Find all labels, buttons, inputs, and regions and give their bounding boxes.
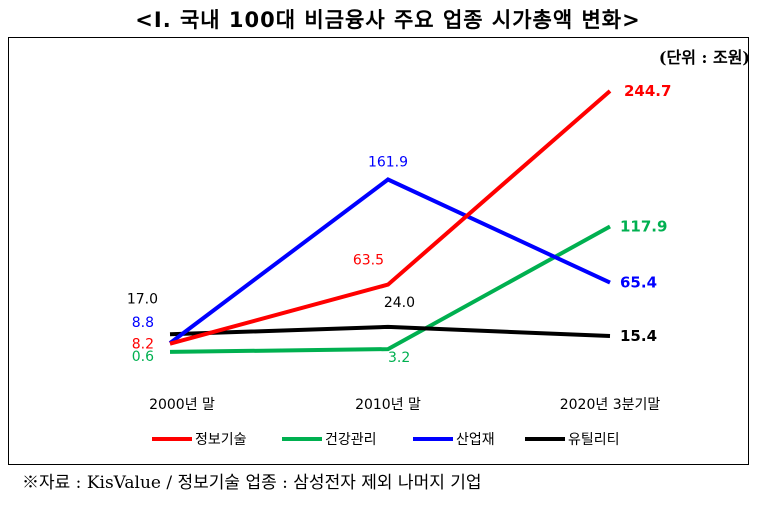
data-label-s1-p2: 63.5 bbox=[353, 253, 384, 269]
data-label-s3-p1: 8.8 bbox=[132, 315, 154, 331]
legend-label-3: 산업재 bbox=[456, 432, 495, 448]
legend: 정보기술 건강관리 산업재 유틸리티 bbox=[152, 432, 620, 448]
x-axis-labels: 2000년 말 2010년 말 2020년 3분기말 bbox=[149, 397, 660, 413]
x-tick-label-3: 2020년 3분기말 bbox=[560, 397, 661, 413]
data-label-s2-p1: 0.6 bbox=[132, 349, 154, 365]
x-tick-label-1: 2000년 말 bbox=[149, 397, 215, 413]
series-line-3 bbox=[168, 177, 611, 345]
series-line-2 bbox=[169, 224, 611, 354]
data-label-s4-p1: 17.0 bbox=[127, 291, 158, 307]
series-line-1 bbox=[169, 89, 612, 346]
data-label-s1-p1: 8.2 bbox=[132, 337, 154, 353]
legend-label-2: 건강관리 bbox=[325, 432, 377, 448]
data-labels: 8.2 63.5 244.7 0.6 3.2 117.9 8.8 161.9 65.4 17.0 2… bbox=[127, 82, 672, 366]
data-label-s4-p3: 15.4 bbox=[620, 327, 657, 345]
data-label-s3-p3: 65.4 bbox=[620, 274, 657, 292]
data-label-s1-p3: 244.7 bbox=[624, 82, 671, 100]
series-lines bbox=[168, 89, 612, 354]
chart-title: <Ⅰ. 국내 100대 비금융사 주요 업종 시가총액 변화> bbox=[135, 8, 641, 32]
legend-label-4: 유틸리티 bbox=[568, 432, 620, 448]
data-label-s4-p2: 24.0 bbox=[384, 295, 415, 311]
source-note: ※자료 : KisValue / 정보기술 업종 : 삼성전자 제외 나머지 기… bbox=[22, 473, 482, 493]
chart-frame bbox=[8, 37, 749, 465]
series-line-4 bbox=[169, 324, 611, 338]
data-label-s2-p3: 117.9 bbox=[620, 218, 667, 236]
unit-label: (단위 : 조원) bbox=[658, 48, 750, 67]
data-label-s3-p2: 161.9 bbox=[368, 154, 408, 170]
legend-label-1: 정보기술 bbox=[195, 432, 247, 448]
x-tick-label-2: 2010년 말 bbox=[355, 397, 421, 413]
data-label-s2-p2: 3.2 bbox=[388, 350, 410, 366]
